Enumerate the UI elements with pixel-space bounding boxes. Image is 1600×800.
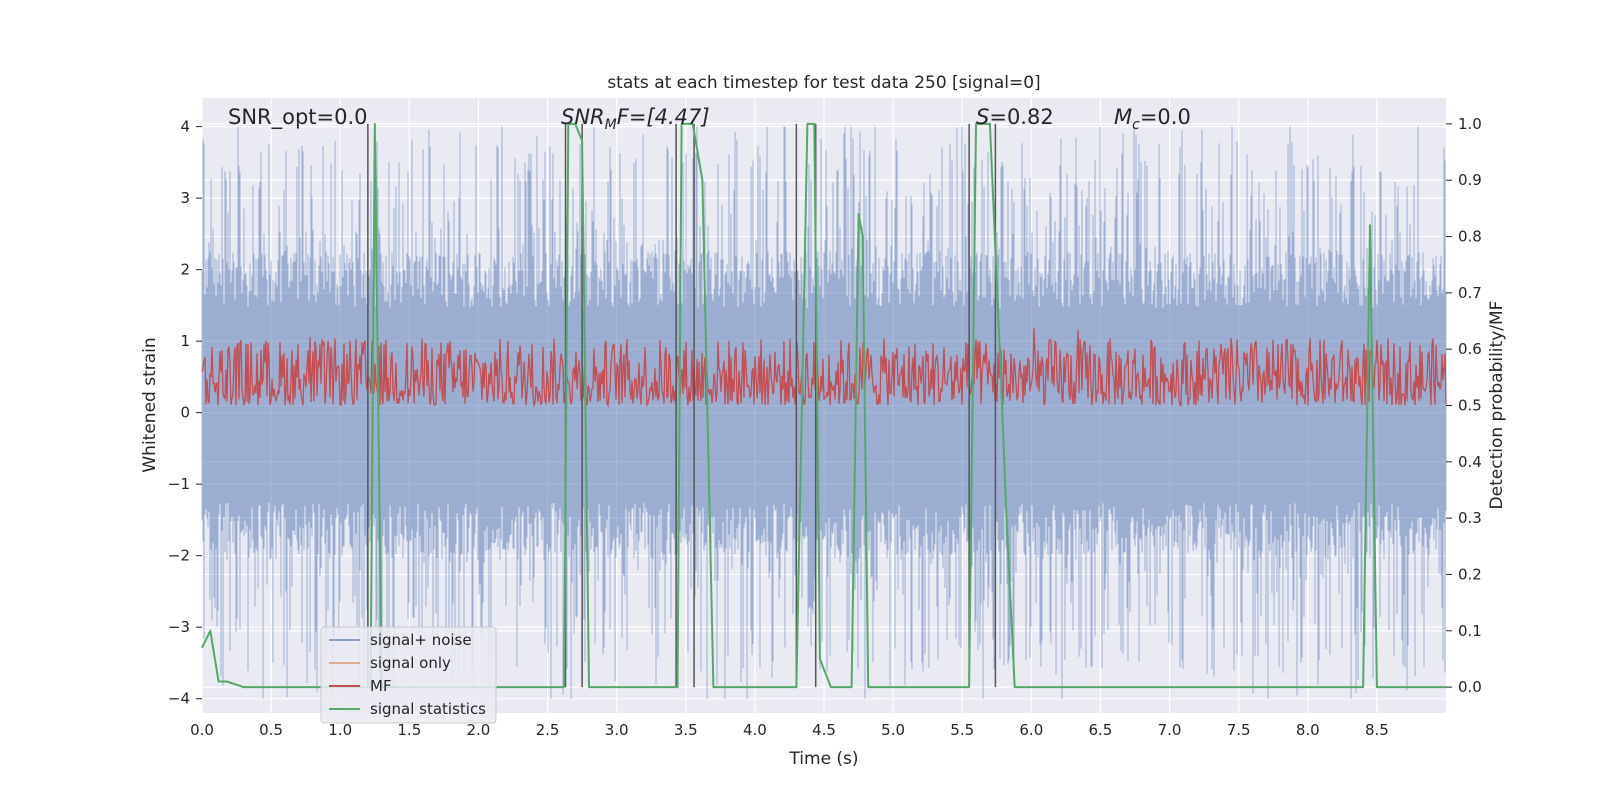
- x-tick-label: 3.0: [605, 721, 629, 739]
- x-tick-label: 1.0: [328, 721, 352, 739]
- x-tick-label: 4.0: [743, 721, 767, 739]
- legend-label-mf: MF: [370, 677, 392, 695]
- x-tick-label: 2.0: [467, 721, 491, 739]
- x-tick-label: 7.0: [1158, 721, 1182, 739]
- x-tick-label: 4.5: [812, 721, 836, 739]
- tick-labels: 0.0 0.5 1.0 1.5 2.0 2.5 3.0 3.5 4.0 4.5 5.0 5.5 6.0 6…: [168, 115, 1482, 739]
- signal-statistics-line: [201, 122, 1446, 689]
- legend-label-signal-only: signal only: [370, 654, 451, 672]
- annotation-s: S=0.82: [976, 105, 1054, 129]
- x-tick-label: 5.0: [881, 721, 905, 739]
- y-axis-label: Whitened strain: [140, 337, 160, 472]
- y2-tick-label: 0.0: [1458, 678, 1482, 696]
- y2-tick-label: 0.2: [1458, 565, 1482, 583]
- y2-tick-label: 0.8: [1458, 228, 1482, 246]
- y-tick-label: −3: [168, 618, 190, 636]
- mf-line: [201, 327, 1447, 408]
- x-tick-label: 6.0: [1019, 721, 1043, 739]
- annotation-mc: Mc=0.0: [1114, 105, 1191, 133]
- signal-noise-series: [201, 126, 1447, 699]
- legend-box: [320, 626, 497, 724]
- y2-tick-label: 0.4: [1458, 453, 1482, 471]
- x-tick-label: 6.5: [1089, 721, 1113, 739]
- y2-tick-label: 0.6: [1458, 340, 1482, 358]
- y2-axis-label: Detection probability/MF: [1487, 301, 1507, 510]
- legend: signal+ noise signal only MF signal stat…: [320, 626, 497, 724]
- mf-series: [201, 327, 1447, 408]
- y2-tick-label: 0.1: [1458, 622, 1482, 640]
- x-tick-label: 8.5: [1365, 721, 1389, 739]
- x-tick-label: 0.5: [259, 721, 283, 739]
- x-tick-label: 5.5: [950, 721, 974, 739]
- chart-title: stats at each timestep for test data 250…: [607, 73, 1040, 93]
- annotation-snr-opt: SNR_opt=0.0: [228, 105, 368, 130]
- y-tick-label: −2: [168, 547, 190, 565]
- x-tick-label: 2.5: [536, 721, 560, 739]
- y2-tick-label: 0.3: [1458, 509, 1482, 527]
- x-tick-label: 1.5: [397, 721, 421, 739]
- x-tick-label: 3.5: [674, 721, 698, 739]
- y2-tick-label: 1.0: [1458, 115, 1482, 133]
- x-tick-label: 8.0: [1296, 721, 1320, 739]
- x-tick-label: 7.5: [1227, 721, 1251, 739]
- y-tick-label: −1: [168, 475, 190, 493]
- y-tick-label: 3: [180, 189, 190, 207]
- y-tick-label: 1: [180, 332, 190, 350]
- legend-label-signal-statistics: signal statistics: [370, 700, 486, 718]
- signal-noise-line: [201, 126, 1447, 699]
- annotation-snr-mf: SNRMF=[4.47]: [561, 105, 710, 133]
- legend-label-signal-noise: signal+ noise: [370, 631, 472, 649]
- x-tick-label: 0.0: [190, 721, 214, 739]
- signal-statistics-series: [201, 122, 1446, 689]
- y-tick-label: −4: [168, 690, 190, 708]
- y-tick-label: 0: [180, 404, 190, 422]
- y2-tick-label: 0.7: [1458, 284, 1482, 302]
- y2-tick-label: 0.5: [1458, 397, 1482, 415]
- y-tick-label: 4: [180, 118, 190, 136]
- y-tick-label: 2: [180, 261, 190, 279]
- y2-tick-label: 0.9: [1458, 171, 1482, 189]
- x-axis-label: Time (s): [788, 749, 858, 769]
